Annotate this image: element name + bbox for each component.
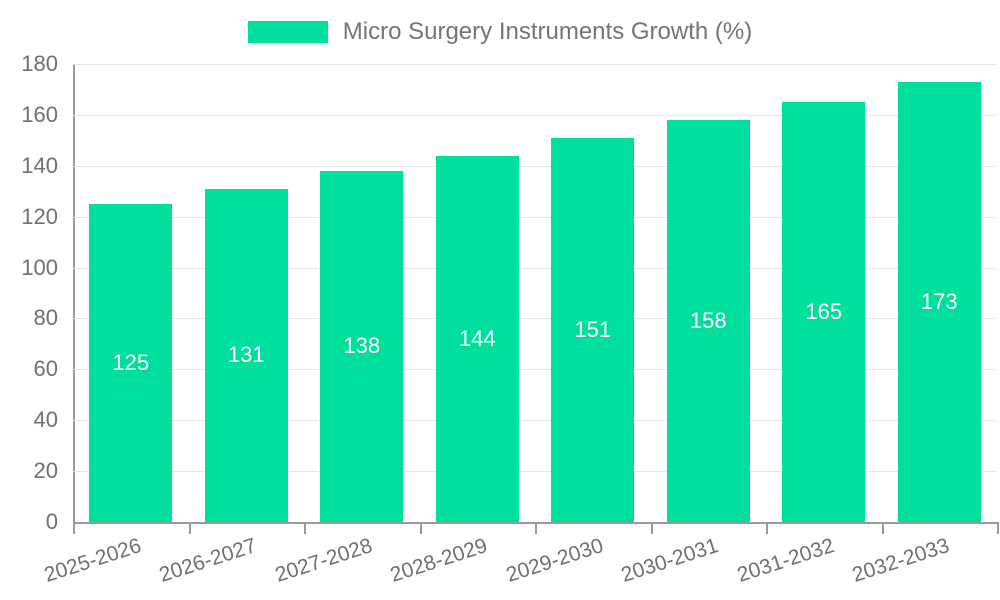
bar-2027-2028[interactable]: [320, 170, 404, 522]
y-axis-tick-label-20: 20: [33, 458, 58, 484]
y-axis-tick-label-0: 0: [45, 509, 58, 534]
plot-area: [73, 64, 999, 524]
bar-2032-2033[interactable]: [897, 81, 981, 522]
gridline-20: [73, 471, 997, 473]
legend-swatch[interactable]: [247, 21, 328, 43]
legend-label: Micro Surgery Instruments Growth (%): [342, 18, 753, 45]
bar-2030-2031[interactable]: [666, 119, 750, 522]
y-axis-tick-label-60: 60: [33, 356, 58, 382]
x-axis-tick: [881, 524, 884, 534]
y-axis-tick-label-160: 160: [21, 101, 58, 127]
gridline-120: [73, 216, 997, 218]
y-axis-tick-label-120: 120: [21, 203, 58, 229]
gridline-60: [73, 369, 997, 371]
legend[interactable]: Micro Surgery Instruments Growth (%): [0, 14, 1000, 50]
x-axis-tick: [535, 524, 537, 534]
x-axis-tick: [304, 524, 306, 534]
gridline-100: [73, 267, 997, 269]
y-axis-tick-label-100: 100: [21, 254, 58, 280]
x-axis-tick: [766, 524, 768, 534]
x-axis-tick: [73, 524, 75, 534]
x-axis-tick: [650, 524, 653, 534]
y-axis-tick-label-40: 40: [33, 407, 58, 433]
y-axis-tick-label-80: 80: [33, 305, 58, 331]
gridline-80: [73, 318, 997, 320]
y-axis-tick-label-180: 180: [21, 51, 58, 76]
gridline-140: [73, 165, 997, 167]
bar-2029-2030[interactable]: [551, 137, 635, 522]
x-axis-tick: [188, 524, 191, 534]
gridline-40: [73, 420, 997, 422]
bar-2028-2029[interactable]: [435, 155, 519, 522]
y-axis-tick-label-140: 140: [21, 152, 58, 178]
bar-2025-2026[interactable]: [89, 203, 173, 522]
bar-2026-2027[interactable]: [204, 188, 288, 522]
bar-2031-2032[interactable]: [782, 102, 866, 522]
x-axis-tick: [419, 524, 422, 534]
x-axis-tick: [997, 524, 999, 534]
gridline-180: [73, 64, 997, 65]
gridline-160: [73, 114, 997, 116]
